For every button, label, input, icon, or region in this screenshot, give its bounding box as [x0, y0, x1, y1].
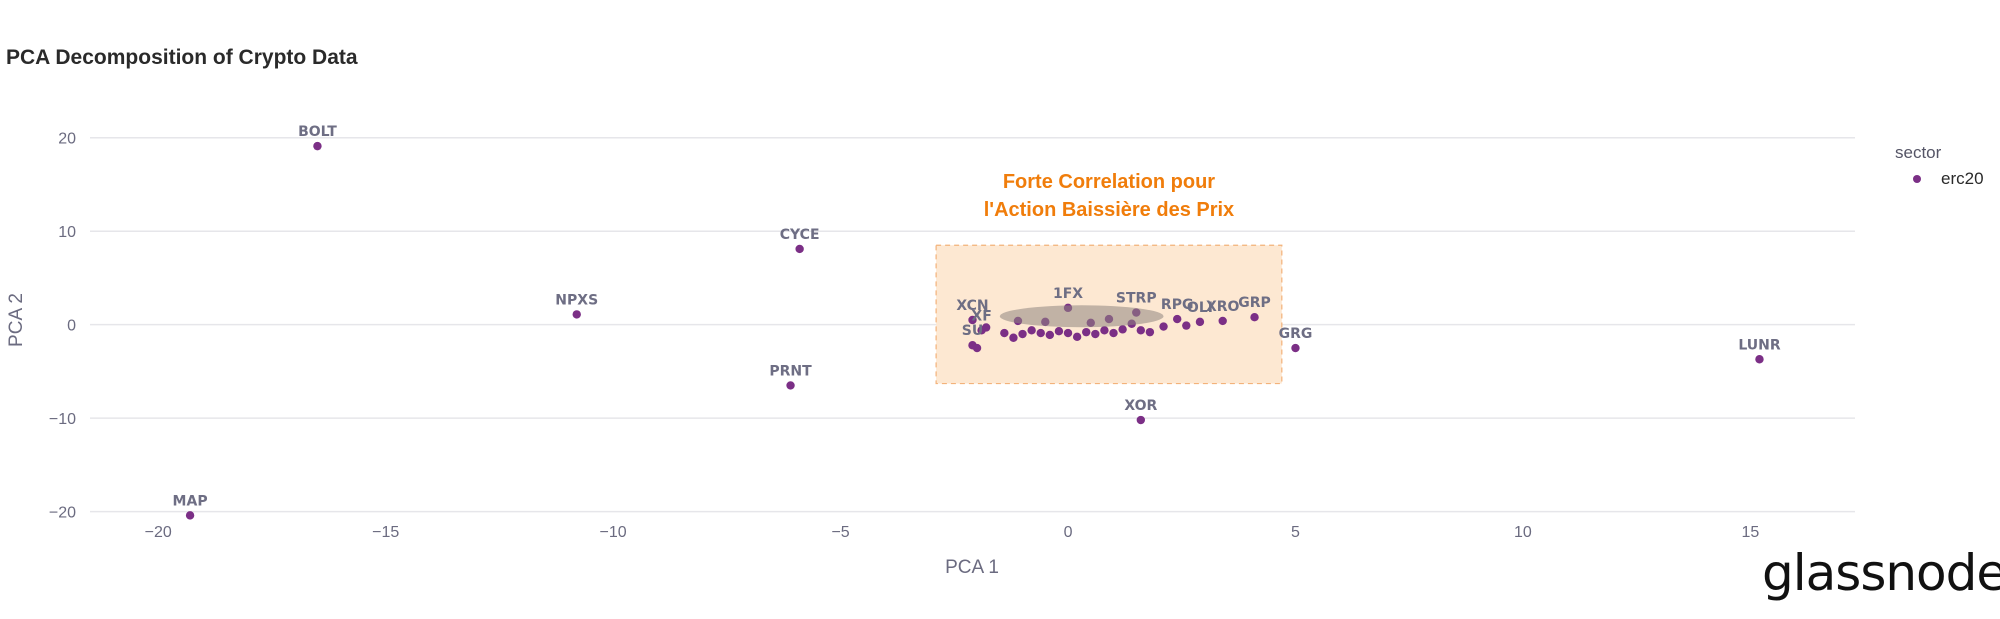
data-point	[795, 244, 804, 254]
data-point	[1036, 328, 1045, 338]
point-label: OLI	[1187, 300, 1213, 316]
point-label: XCN	[956, 298, 988, 314]
data-point	[1218, 316, 1227, 326]
point-label: XRO	[1206, 299, 1240, 315]
x-tick-label: −10	[600, 524, 627, 541]
y-tick-label: 0	[67, 318, 76, 335]
data-point	[1091, 329, 1100, 339]
annotation-text: l'Action Baissière des Prix	[984, 199, 1234, 221]
data-point	[1291, 343, 1300, 353]
point-label: GRP	[1238, 295, 1271, 311]
legend-marker	[1913, 175, 1921, 183]
data-point	[1027, 326, 1036, 335]
data-point	[1118, 325, 1127, 334]
glassnode-logo: glassnode	[1762, 544, 2000, 602]
x-tick-label: −15	[372, 524, 399, 541]
data-point	[1136, 326, 1146, 335]
data-point	[968, 315, 977, 325]
legend-title: sector	[1895, 143, 1942, 162]
data-point	[185, 511, 195, 520]
data-point	[313, 141, 322, 151]
data-point	[1136, 415, 1146, 425]
y-axis-label: PCA 2	[6, 293, 27, 347]
data-point	[1018, 329, 1027, 339]
data-point	[1755, 355, 1764, 364]
chart-title: PCA Decomposition of Crypto Data	[6, 46, 358, 69]
y-tick-label: 10	[58, 224, 76, 241]
data-point	[1145, 327, 1155, 337]
point-label: RPG	[1161, 297, 1194, 313]
data-point	[1082, 327, 1091, 337]
point-label: STRP	[1116, 291, 1157, 307]
data-point	[1100, 326, 1109, 335]
x-tick-label: 0	[1064, 524, 1073, 541]
data-point	[981, 323, 991, 332]
data-point	[1009, 333, 1018, 342]
x-axis-label: PCA 1	[945, 557, 999, 578]
data-point	[1182, 321, 1191, 330]
y-tick-label: 20	[58, 131, 76, 148]
data-point	[972, 343, 982, 353]
data-point	[1173, 314, 1182, 324]
data-point	[1054, 327, 1064, 336]
point-label: MAP	[173, 493, 208, 509]
data-point	[1195, 317, 1205, 327]
data-point	[786, 381, 795, 390]
point-label: 1FX	[1053, 286, 1083, 302]
legend-item-erc20[interactable]: erc20	[1913, 169, 1984, 189]
x-tick-label: −20	[145, 524, 172, 541]
data-point	[1063, 328, 1073, 338]
point-label: CYCE	[780, 227, 820, 243]
x-tick-label: 5	[1291, 524, 1300, 541]
data-point	[1072, 332, 1082, 342]
data-point	[1250, 312, 1259, 322]
annotation-text: Forte Correlation pour	[1003, 171, 1215, 193]
point-label: SU	[962, 323, 983, 339]
y-tick-label: −10	[49, 411, 76, 428]
data-point	[1109, 328, 1118, 338]
point-label: NPXS	[555, 292, 598, 308]
point-label: GRG	[1279, 326, 1313, 342]
data-point	[572, 310, 581, 319]
legend-label: erc20	[1941, 169, 1984, 188]
point-label: BOLT	[298, 124, 337, 140]
point-label: XOR	[1124, 398, 1157, 414]
point-label: XF	[971, 308, 991, 324]
x-tick-label: −5	[831, 524, 849, 541]
point-label: LUNR	[1738, 337, 1781, 353]
data-point	[1045, 330, 1055, 340]
overlapping-labels-cluster	[999, 305, 1164, 328]
x-tick-label: 10	[1514, 524, 1532, 541]
data-point	[1159, 322, 1168, 331]
y-tick-label: −20	[49, 505, 76, 522]
x-tick-label: 15	[1741, 524, 1759, 541]
data-point	[1000, 328, 1009, 338]
point-label: PRNT	[769, 363, 812, 379]
